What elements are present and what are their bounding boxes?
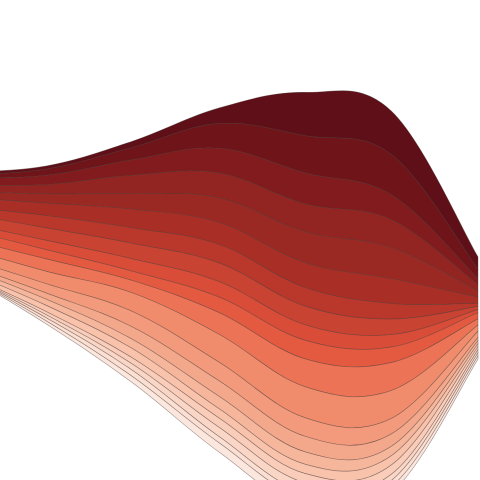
stream-layers	[0, 90, 479, 480]
stream-layer-20	[0, 293, 479, 480]
